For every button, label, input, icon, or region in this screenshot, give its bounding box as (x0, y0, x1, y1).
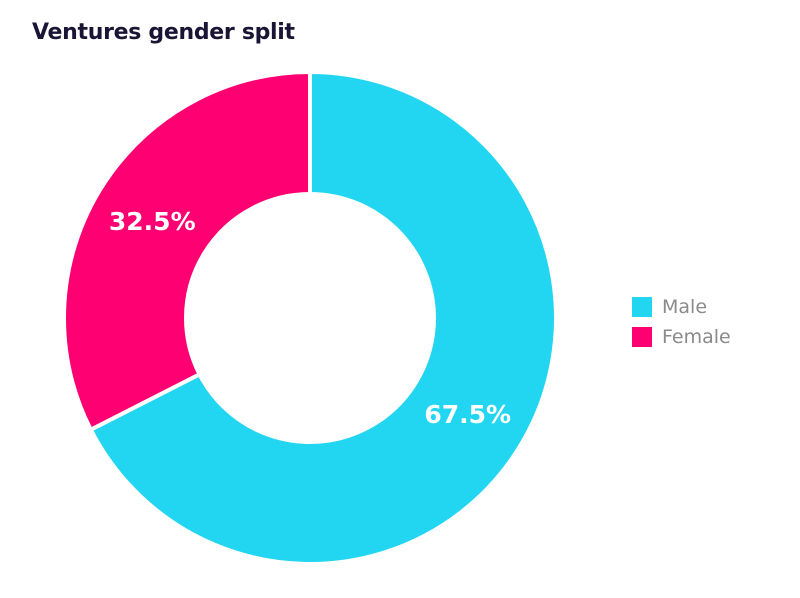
legend-item-female[interactable]: Female (632, 322, 731, 352)
slice-male[interactable] (88, 69, 558, 566)
legend: Male Female (632, 292, 731, 352)
slice-female[interactable] (62, 69, 312, 433)
legend-label-male: Male (662, 296, 708, 318)
legend-label-female: Female (662, 326, 731, 348)
slice-label-female: 32.5% (109, 207, 196, 236)
chart-title: Ventures gender split (32, 20, 295, 45)
legend-swatch-male (632, 297, 652, 317)
legend-swatch-female (632, 327, 652, 347)
slice-label-male: 67.5% (424, 400, 511, 429)
legend-item-male[interactable]: Male (632, 292, 731, 322)
